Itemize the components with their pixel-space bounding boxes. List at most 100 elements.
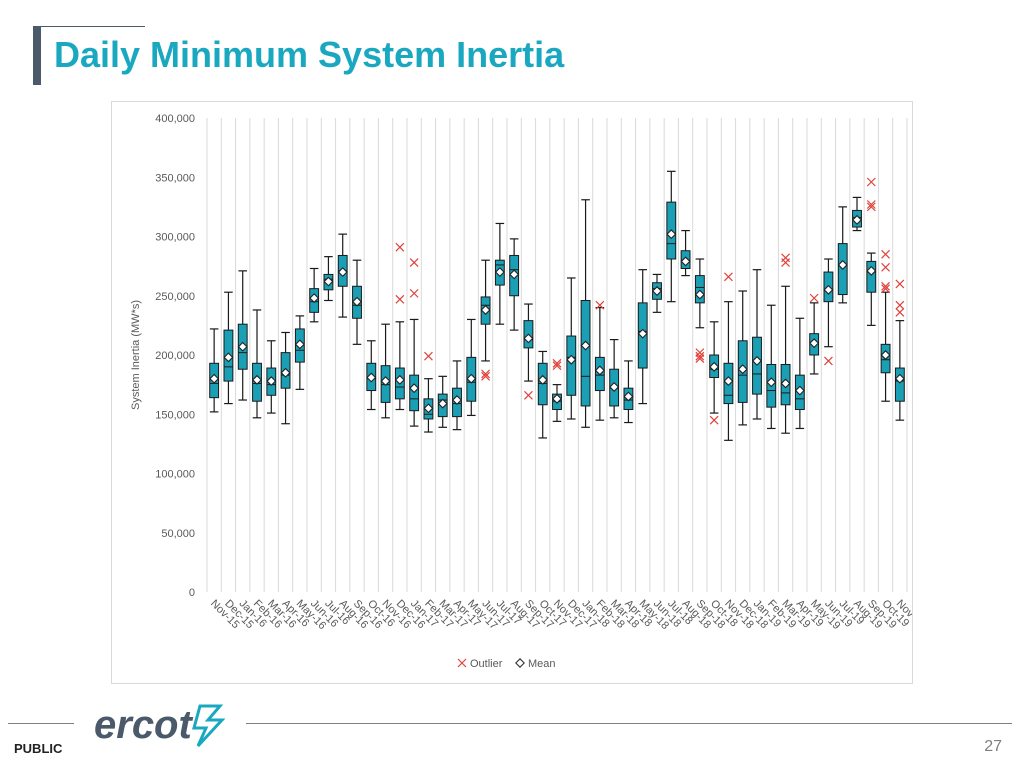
- mean-marker: [837, 259, 848, 270]
- mean-marker: [480, 304, 491, 315]
- outlier-marker: [424, 351, 433, 361]
- mean-marker: [852, 214, 862, 225]
- mean-marker: [266, 376, 277, 387]
- mean-marker: [666, 229, 677, 240]
- outlier-marker: [481, 369, 490, 379]
- y-tick-label: 250,000: [155, 291, 195, 303]
- box: [894, 367, 905, 402]
- mean-marker: [394, 374, 405, 385]
- outlier-marker: [781, 253, 790, 263]
- mean-marker: [323, 276, 334, 287]
- outlier-marker: [524, 390, 533, 400]
- outlier-marker: [881, 284, 890, 294]
- mean-marker: [537, 374, 548, 385]
- mean-marker: [866, 265, 877, 276]
- mean-marker: [694, 289, 705, 300]
- outlier-marker: [552, 361, 562, 371]
- chart-frame: 0 50,000 100,000 150,000 200,000 250,000 300,0…: [111, 101, 913, 684]
- mean-marker: [223, 352, 234, 363]
- mean-marker: [552, 393, 562, 404]
- outlier-marker: [866, 177, 876, 187]
- ercot-logo: ercot: [94, 703, 226, 748]
- footer-rule-right: [246, 723, 1012, 724]
- outlier-marker: [409, 258, 419, 267]
- page-number: 27: [984, 738, 1002, 755]
- mean-marker: [880, 350, 891, 360]
- outlier-marker: [881, 281, 890, 291]
- title-top-rule: [33, 26, 145, 27]
- mean-marker: [580, 340, 591, 351]
- outlier-marker: [866, 200, 876, 209]
- y-tick-label: 150,000: [155, 409, 195, 421]
- mean-marker: [652, 286, 662, 296]
- mean-marker: [309, 293, 320, 304]
- outlier-marker: [595, 300, 605, 310]
- box: [566, 335, 577, 396]
- legend-label: Outlier: [470, 658, 503, 670]
- mean-marker: [294, 339, 305, 350]
- y-tick-label: 0: [189, 587, 195, 599]
- mean-marker: [466, 373, 477, 384]
- box: [694, 275, 705, 304]
- outlier-marker: [781, 258, 790, 267]
- mean-marker: [609, 382, 620, 392]
- outlier-marker: [695, 354, 705, 363]
- mean-marker: [780, 378, 791, 389]
- mean-marker: [752, 355, 762, 366]
- mean-marker: [237, 341, 248, 352]
- legend-label: Mean: [528, 658, 556, 670]
- mean-marker: [209, 373, 220, 384]
- mean-marker: [523, 333, 534, 344]
- outlier-marker: [895, 307, 905, 317]
- outlier-marker: [552, 358, 562, 368]
- mean-marker: [766, 377, 777, 388]
- outlier-marker: [395, 242, 405, 252]
- legend-mean-icon: [515, 658, 525, 668]
- mean-marker: [452, 395, 462, 406]
- mean-marker: [637, 328, 648, 339]
- mean-marker: [566, 354, 577, 365]
- mean-marker: [723, 376, 734, 387]
- mean-marker: [494, 267, 505, 278]
- mean-marker: [423, 403, 434, 414]
- mean-marker: [409, 383, 420, 394]
- outlier-marker: [881, 249, 890, 259]
- outlier-marker: [409, 288, 419, 298]
- slide-title: Daily Minimum System Inertia: [54, 34, 565, 75]
- mean-marker: [252, 374, 262, 385]
- outlier-marker: [866, 202, 876, 212]
- mean-marker: [352, 296, 362, 307]
- footer-rule-left: [8, 723, 74, 724]
- mean-marker: [823, 284, 834, 295]
- legend-outlier-icon: [457, 658, 467, 668]
- outlier-marker: [881, 262, 890, 272]
- outlier-marker: [895, 300, 905, 310]
- mean-marker: [509, 269, 520, 280]
- outlier-marker: [809, 293, 819, 303]
- y-tick-label: 100,000: [155, 469, 195, 481]
- outlier-marker: [395, 294, 405, 304]
- box: [866, 260, 877, 293]
- mean-marker: [623, 391, 634, 402]
- mean-marker: [737, 364, 748, 375]
- y-tick-label: 350,000: [155, 172, 195, 184]
- y-tick-label: 200,000: [155, 350, 195, 362]
- box-plot-chart: 0 50,000 100,000 150,000 200,000 250,000 300,0…: [130, 113, 912, 670]
- mean-marker: [594, 365, 605, 376]
- title-accent-bar: [33, 27, 41, 85]
- y-tick-label: 400,000: [155, 113, 195, 125]
- mean-marker: [366, 372, 377, 383]
- mean-marker: [809, 338, 820, 349]
- outlier-marker: [695, 351, 705, 361]
- outlier-marker: [824, 356, 833, 366]
- box: [580, 299, 591, 407]
- y-axis-title: System Inertia (MW*s): [130, 300, 142, 410]
- lightning-bolt-icon: [192, 704, 226, 748]
- mean-marker: [794, 385, 805, 396]
- mean-marker: [894, 373, 905, 384]
- outlier-marker: [895, 279, 905, 289]
- mean-marker: [437, 398, 448, 409]
- mean-marker: [709, 361, 720, 372]
- mean-marker: [280, 367, 291, 378]
- y-tick-label: 50,000: [161, 528, 195, 540]
